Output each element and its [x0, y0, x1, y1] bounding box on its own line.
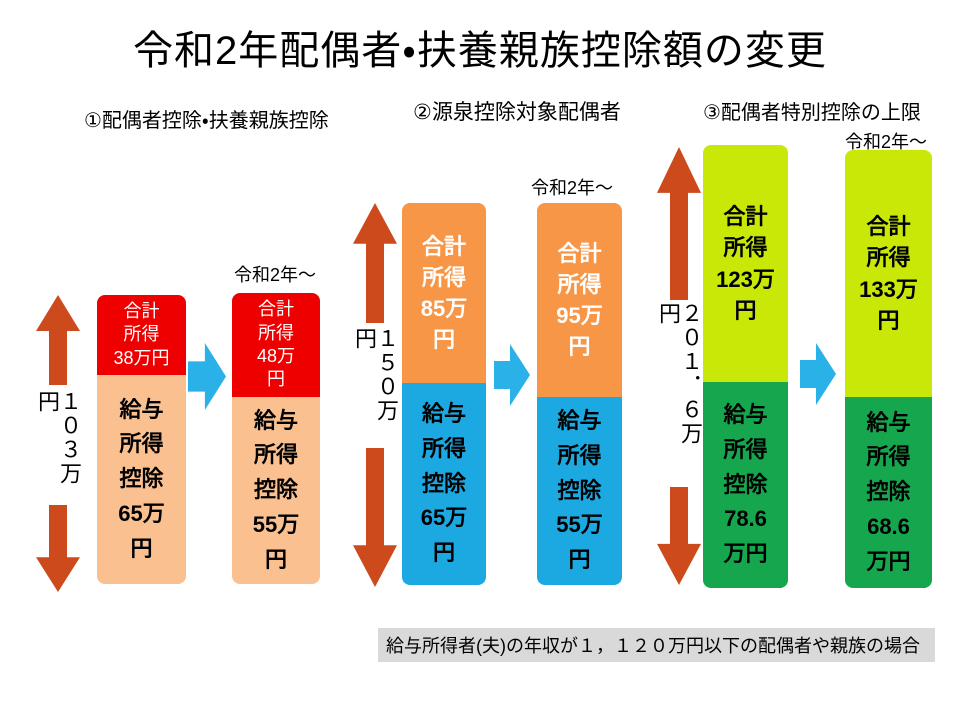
right-arrow-icon	[494, 344, 530, 406]
section3-after-total-income-segment: 合計 所得 133万 円	[845, 150, 932, 397]
section3-heading: ③配偶者特別控除の上限	[703, 102, 921, 124]
section2-before-salary-deduction-label: 給与 所得 控除 65万 円	[420, 401, 468, 566]
up-arrow-icon	[36, 295, 80, 385]
section2-heading: ②源泉控除対象配偶者	[413, 101, 621, 124]
section1-after-salary-deduction-label: 給与 所得 控除 55万 円	[252, 407, 300, 572]
section1-heading: ①配偶者控除・扶養親族控除	[84, 110, 329, 132]
section1-after-total-income-label: 合計 所得 48万 円	[256, 299, 296, 390]
section3-after-salary-deduction-segment: 給与 所得 控除 68.6 万円	[845, 397, 932, 588]
slide-title: 令和2年配偶者・扶養親族控除額の変更	[133, 29, 827, 73]
up-arrow-icon	[353, 203, 397, 323]
section2-before-salary-deduction-segment: 給与 所得 控除 65万 円	[402, 383, 486, 585]
section2-before-total-income-label: 合計 所得 85万 円	[420, 233, 468, 353]
note-box: 給与所得者(夫)の年収が１，１２０万円以下の配偶者や親族の場合	[378, 628, 935, 662]
section1-range-label: １０３万円	[35, 390, 82, 486]
section1-before-total-income-segment: 合計 所得 38万円	[97, 295, 186, 375]
section2-range-label: １５０万円	[352, 327, 399, 423]
section3-before-total-income-label: 合計 所得 123万 円	[716, 204, 775, 323]
section1-after-salary-deduction-segment: 給与 所得 控除 55万 円	[232, 397, 320, 584]
section3-before-salary-deduction-label: 給与 所得 控除 78.6 万円	[723, 402, 768, 567]
section1-before-total-income-label: 合計 所得 38万円	[113, 300, 170, 368]
down-arrow-icon	[36, 505, 80, 592]
note-text: 給与所得者(夫)の年収が１，１２０万円以下の配偶者や親族の場合	[386, 636, 920, 656]
section2-year-label: 令和2年～	[531, 178, 614, 198]
section3-after-total-income-label: 合計 所得 133万 円	[859, 214, 918, 333]
right-arrow-icon	[188, 343, 226, 410]
section1-before-salary-deduction-label: 給与 所得 控除 65万 円	[118, 396, 165, 561]
section2-after-total-income-segment: 合計 所得 95万 円	[537, 203, 622, 397]
right-arrow-icon	[800, 343, 836, 405]
section3-after-salary-deduction-label: 給与 所得 控除 68.6 万円	[866, 409, 911, 574]
section2-before-total-income-segment: 合計 所得 85万 円	[402, 203, 486, 383]
down-arrow-icon	[657, 487, 701, 585]
section3-year-label: 令和2年～	[845, 132, 928, 152]
section1-after-total-income-segment: 合計 所得 48万 円	[232, 293, 320, 397]
section2-after-salary-deduction-segment: 給与 所得 控除 55万 円	[537, 397, 622, 585]
up-arrow-icon	[657, 147, 701, 300]
section3-before-total-income-segment: 合計 所得 123万 円	[703, 145, 788, 382]
down-arrow-icon	[353, 448, 397, 587]
section3-range-label: ２０１．６万円	[656, 302, 703, 446]
section2-after-total-income-label: 合計 所得 95万 円	[556, 240, 603, 360]
section1-before-salary-deduction-segment: 給与 所得 控除 65万 円	[97, 375, 186, 584]
section2-after-salary-deduction-label: 給与 所得 控除 55万 円	[556, 408, 603, 573]
section3-before-salary-deduction-segment: 給与 所得 控除 78.6 万円	[703, 382, 788, 588]
section1-year-label: 令和2年～	[234, 265, 317, 285]
